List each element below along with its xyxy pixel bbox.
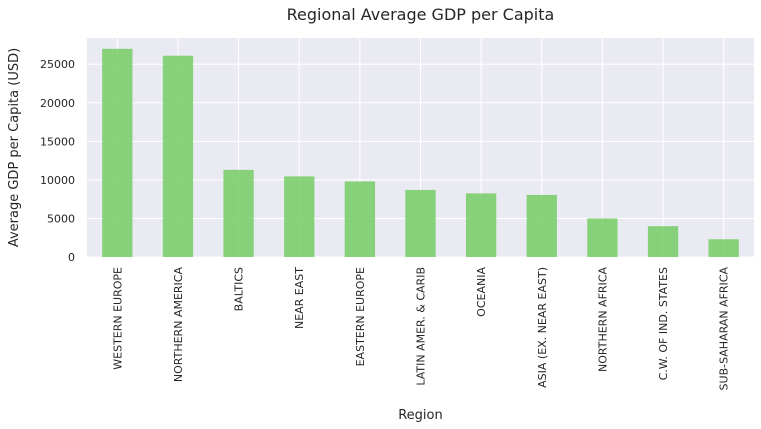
x-tick-label: BALTICS — [233, 267, 246, 311]
bars — [102, 48, 739, 257]
x-tick-label: NEAR EAST — [293, 267, 306, 329]
bar — [102, 48, 133, 257]
y-axis-title: Average GDP per Capita (USD) — [7, 48, 22, 247]
y-tick-label: 10000 — [40, 174, 75, 187]
x-tick-labels: WESTERN EUROPE NORTHERN AMERICA BALTICS NEA… — [111, 267, 730, 391]
bar — [587, 218, 618, 257]
x-tick-label: OCEANIA — [475, 267, 488, 317]
bar — [708, 239, 739, 257]
y-tick-label: 25000 — [40, 58, 75, 71]
y-tick-label: 0 — [68, 251, 75, 264]
y-tick-label: 15000 — [40, 135, 75, 148]
y-tick-label: 5000 — [47, 212, 75, 225]
bar — [465, 193, 497, 257]
y-tick-labels: 0 5000 10000 15000 20000 25000 — [40, 58, 75, 264]
x-tick-label: NORTHERN AMERICA — [172, 267, 185, 383]
chart-title: Regional Average GDP per Capita — [287, 5, 555, 24]
bar — [284, 176, 315, 257]
y-tick-label: 20000 — [40, 97, 75, 110]
x-tick-label: LATIN AMER. & CARIB — [415, 267, 428, 386]
x-tick-label: C.W. OF IND. STATES — [657, 267, 670, 380]
x-tick-label: SUB-SAHARAN AFRICA — [718, 267, 731, 391]
bar — [526, 194, 557, 257]
x-tick-label: EASTERN EUROPE — [354, 267, 367, 366]
bar — [223, 169, 254, 257]
bar — [405, 189, 436, 257]
x-tick-label: ASIA (EX. NEAR EAST) — [536, 267, 549, 388]
bar — [162, 55, 194, 257]
x-axis-title: Region — [398, 408, 443, 423]
bar — [344, 181, 376, 257]
x-tick-label: NORTHERN AFRICA — [596, 267, 609, 372]
x-tick-label: WESTERN EUROPE — [111, 267, 124, 370]
bar — [647, 226, 679, 257]
